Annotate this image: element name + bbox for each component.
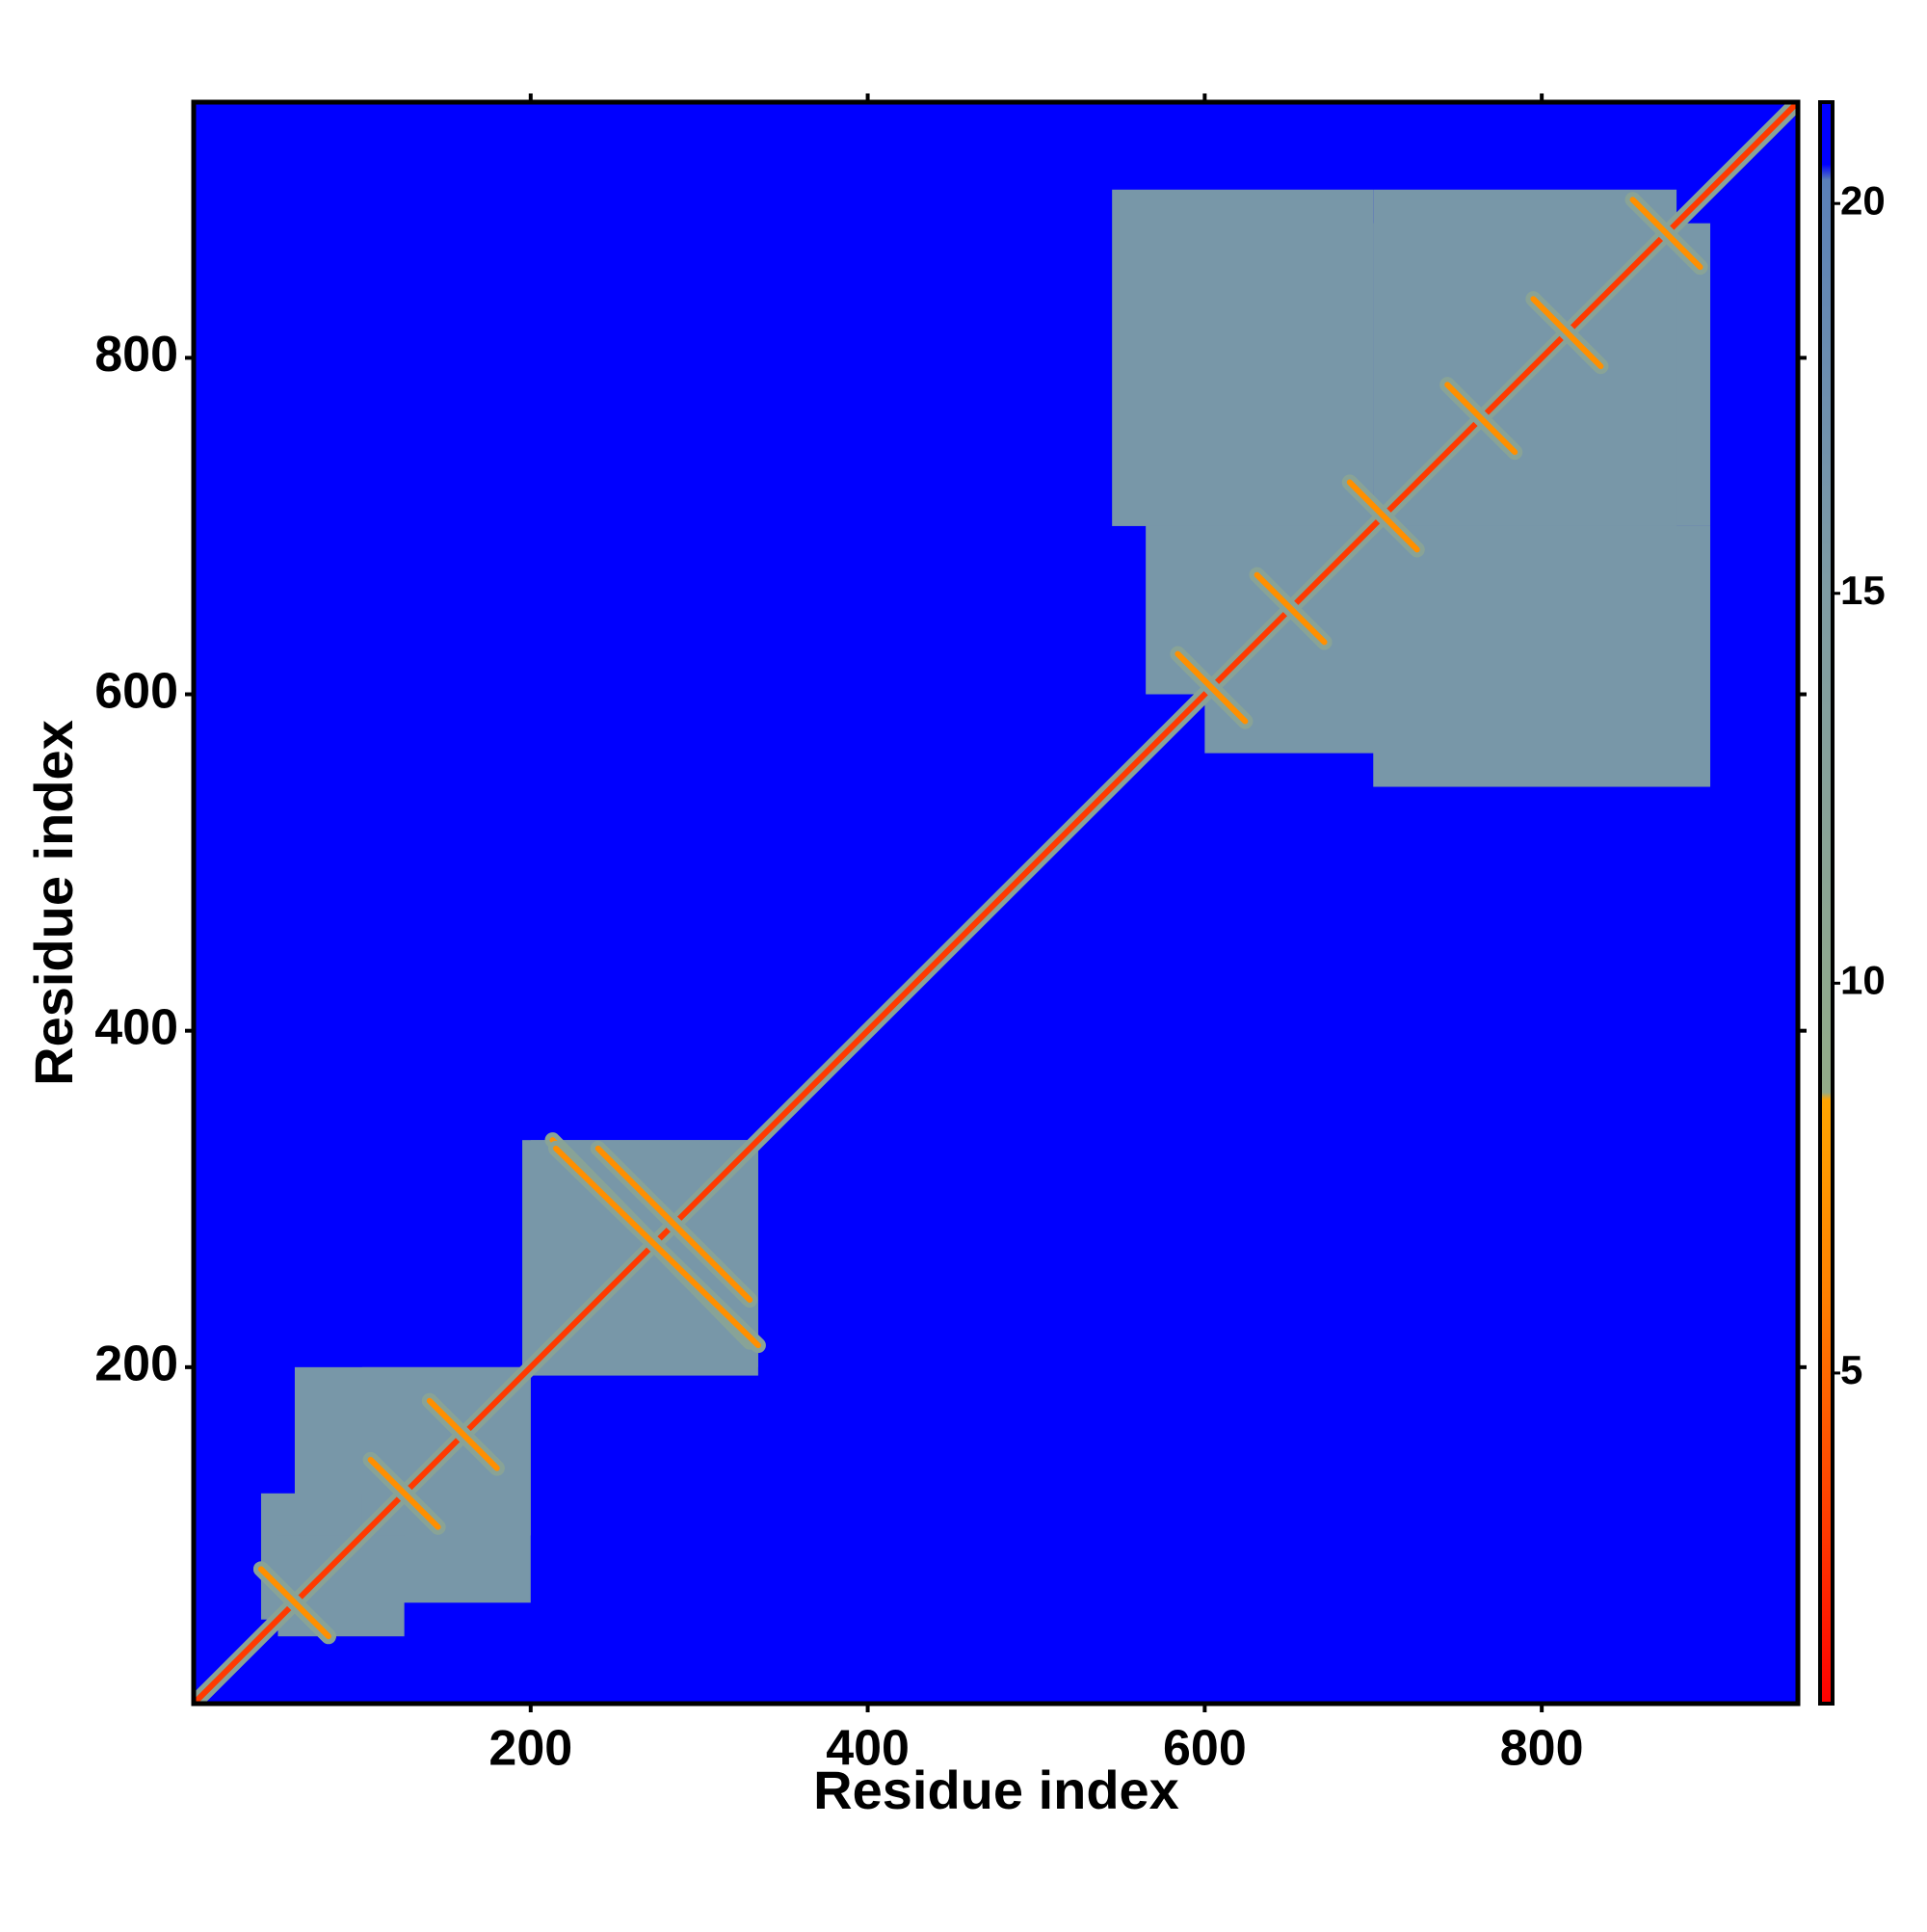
x-tick-label: 200	[488, 1721, 572, 1777]
colorbar-tick-label: 20	[1840, 177, 1886, 223]
heatmap-region	[1112, 189, 1374, 526]
contact-band	[367, 1456, 441, 1530]
x-axis-title: Residue index	[813, 1760, 1179, 1820]
contact-band	[553, 1145, 761, 1349]
y-tick-label: 200	[94, 1337, 178, 1392]
x-tick-label: 600	[1163, 1721, 1247, 1777]
colorbar	[1818, 100, 1835, 1706]
plot-area	[194, 102, 1798, 1704]
y-tick-label: 800	[94, 327, 178, 383]
y-tick-label: 400	[94, 999, 178, 1055]
colorbar-tick-label: 15	[1840, 568, 1886, 613]
colorbar-tick-label: 10	[1840, 957, 1886, 1002]
contact-band	[1530, 296, 1604, 370]
x-tick-label: 800	[1500, 1721, 1584, 1777]
x-tick-label: 400	[826, 1721, 910, 1777]
contact-band	[1444, 382, 1518, 456]
contact-band	[1175, 650, 1249, 725]
contact-band	[594, 1145, 753, 1304]
y-tick-label: 600	[94, 663, 178, 719]
contact-band	[1346, 479, 1420, 553]
heatmap-region	[1373, 525, 1711, 787]
colorbar-tick-label: 5	[1840, 1347, 1862, 1392]
contact-band	[1629, 197, 1703, 271]
y-axis-title: Residue index	[23, 720, 84, 1086]
plot-frame	[191, 99, 1801, 1707]
contact-band	[257, 1566, 331, 1640]
contact-band	[1254, 571, 1328, 646]
contact-band	[426, 1397, 500, 1471]
